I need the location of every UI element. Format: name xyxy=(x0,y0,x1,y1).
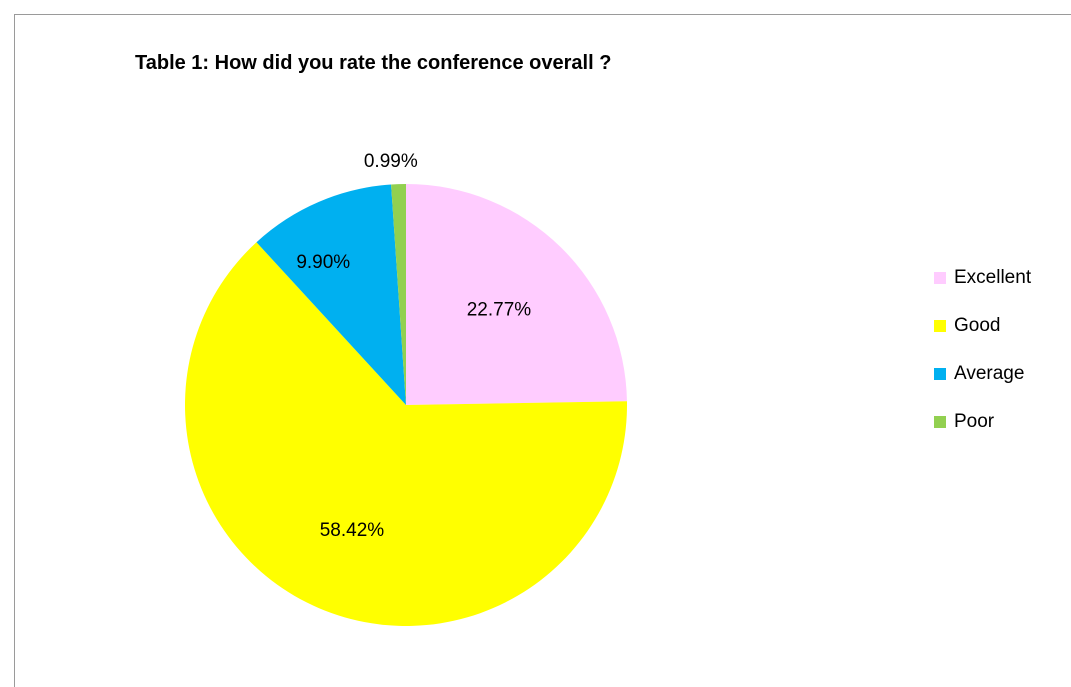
legend-swatch-average xyxy=(934,368,946,380)
legend-item-good: Good xyxy=(934,314,1031,338)
legend-item-excellent: Excellent xyxy=(934,266,1031,290)
legend-label-good: Good xyxy=(954,315,1001,336)
legend-swatch-poor xyxy=(934,416,946,428)
pie-slice-good xyxy=(185,242,627,626)
legend-label-excellent: Excellent xyxy=(954,267,1032,288)
legend: Excellent Good Average Poor xyxy=(934,266,1031,458)
chart-title: Table 1: How did you rate the conference… xyxy=(135,52,612,74)
legend-label-poor: Poor xyxy=(954,411,995,432)
pie-slice-average xyxy=(256,184,406,405)
slice-label-poor: 0.99% xyxy=(364,151,418,172)
legend-swatch-excellent xyxy=(934,272,946,284)
slice-label-excellent: 22.77% xyxy=(467,299,532,320)
slice-label-good: 58.42% xyxy=(320,520,385,541)
legend-swatch-good xyxy=(934,320,946,332)
pie-slice-poor xyxy=(391,184,406,405)
pie-slice-excellent xyxy=(406,184,627,405)
legend-item-poor: Poor xyxy=(934,410,1031,434)
legend-item-average: Average xyxy=(934,362,1031,386)
slice-label-average: 9.90% xyxy=(296,252,350,273)
legend-label-average: Average xyxy=(954,363,1025,384)
